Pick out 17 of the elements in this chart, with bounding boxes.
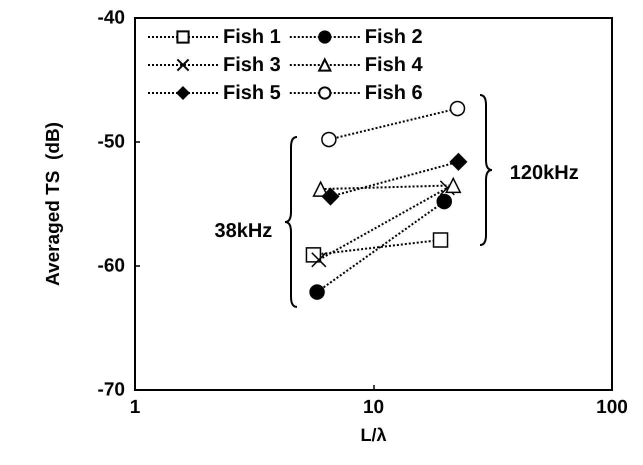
legend-label: Fish 5 (223, 82, 281, 104)
y-tick-label: -60 (98, 256, 125, 276)
legend-label: Fish 6 (364, 82, 423, 104)
legend-label: Fish 3 (223, 54, 281, 76)
x-tick-label: 100 (596, 397, 628, 418)
y-tick-label: -40 (98, 8, 125, 28)
legend-label: Fish 2 (364, 26, 423, 48)
legend-label: Fish 4 (364, 54, 424, 76)
y-tick-label: -70 (98, 380, 125, 400)
y-tick-label: -50 (98, 132, 125, 152)
x-axis-title: L/λ (360, 425, 387, 445)
y-axis-title: Averaged TS (dB) (43, 122, 64, 286)
legend-label: Fish 1 (223, 26, 281, 48)
x-tick-label: 1 (130, 397, 141, 418)
x-tick-label: 10 (362, 397, 384, 418)
annotation: 120kHz (510, 162, 579, 184)
annotation: 38kHz (214, 220, 272, 243)
